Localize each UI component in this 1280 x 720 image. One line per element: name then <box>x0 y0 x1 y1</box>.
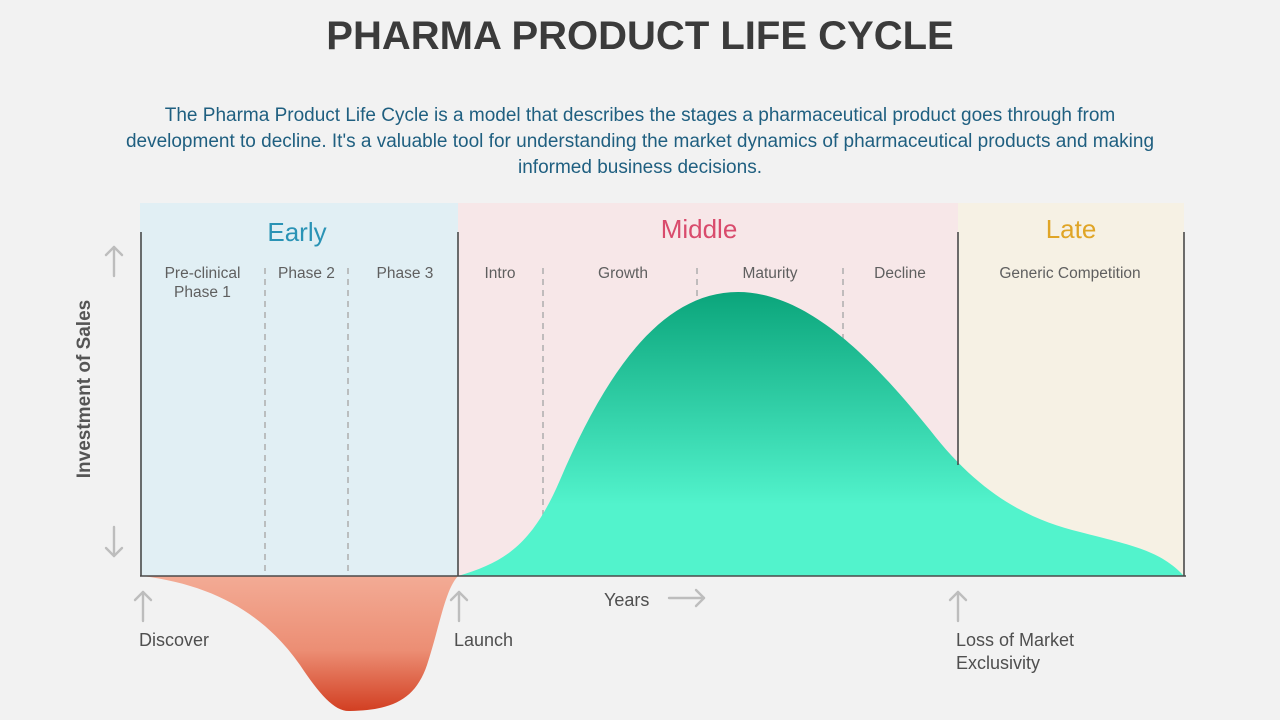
stage-title-early: Early <box>267 217 327 247</box>
launch-up-arrow-icon <box>449 590 469 623</box>
phase-label-maturity: Maturity <box>742 265 798 282</box>
description: The Pharma Product Life Cycle is a model… <box>125 105 1155 178</box>
page-title: PHARMA PRODUCT LIFE CYCLE <box>326 14 954 58</box>
stage-title-middle: Middle <box>660 214 738 244</box>
milestone-discover: Discover <box>139 630 210 650</box>
loss-exclusivity-up-arrow-icon <box>948 590 968 623</box>
phase-label-phase-2: Phase 2 <box>278 265 335 282</box>
stage-boundaries <box>140 232 1185 576</box>
y-axis-label: Investment of Sales <box>74 299 95 479</box>
phase-label-generic-competition: Generic Competition <box>999 265 1141 282</box>
phase-label-decline: Decline <box>874 265 926 282</box>
phase-label-growth: Growth <box>598 265 648 282</box>
investment-curve <box>142 576 458 712</box>
phase-label-preclinical: Pre-clinical Phase 1 <box>164 265 241 301</box>
y-axis-down-arrow-icon <box>104 525 124 558</box>
y-axis-up-arrow-icon <box>104 245 124 278</box>
phase-label-intro: Intro <box>484 265 516 282</box>
milestone-loss-of-exclusivity: Loss of Market Exclusivity <box>956 630 1075 673</box>
sales-curve <box>458 292 1184 576</box>
phase-label-phase-3: Phase 3 <box>376 265 434 282</box>
early-stage-bg <box>140 203 458 576</box>
x-axis-label: Years <box>604 590 650 610</box>
milestone-launch: Launch <box>454 630 514 650</box>
x-axis-right-arrow-icon <box>667 588 706 608</box>
stage-title-late: Late <box>1045 214 1097 244</box>
discover-up-arrow-icon <box>133 590 153 623</box>
